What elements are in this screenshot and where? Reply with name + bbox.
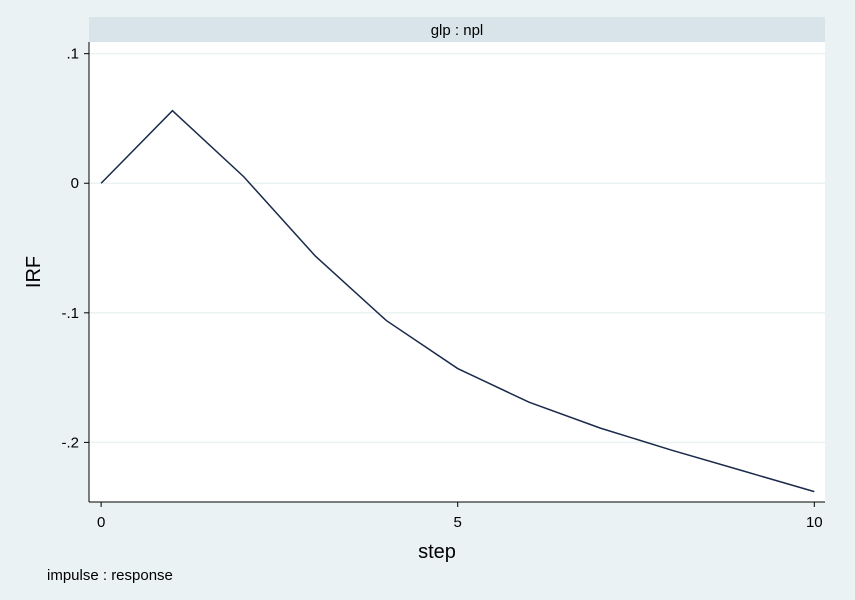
x-tick-label: 0: [97, 514, 105, 531]
chart-note: impulse : response: [47, 567, 173, 584]
y-tick-label: 0: [71, 175, 79, 192]
panel-header: [89, 17, 825, 42]
y-tick-label: -.1: [61, 305, 79, 322]
panel-title: glp : npl: [431, 22, 484, 39]
plot-area: [89, 42, 825, 502]
y-axis-label: IRF: [23, 256, 45, 288]
y-tick-label: -.2: [61, 434, 79, 451]
x-tick-label: 5: [454, 514, 462, 531]
x-axis-label: step: [418, 541, 456, 563]
x-tick-label: 10: [806, 514, 823, 531]
y-tick-label: .1: [66, 46, 79, 63]
